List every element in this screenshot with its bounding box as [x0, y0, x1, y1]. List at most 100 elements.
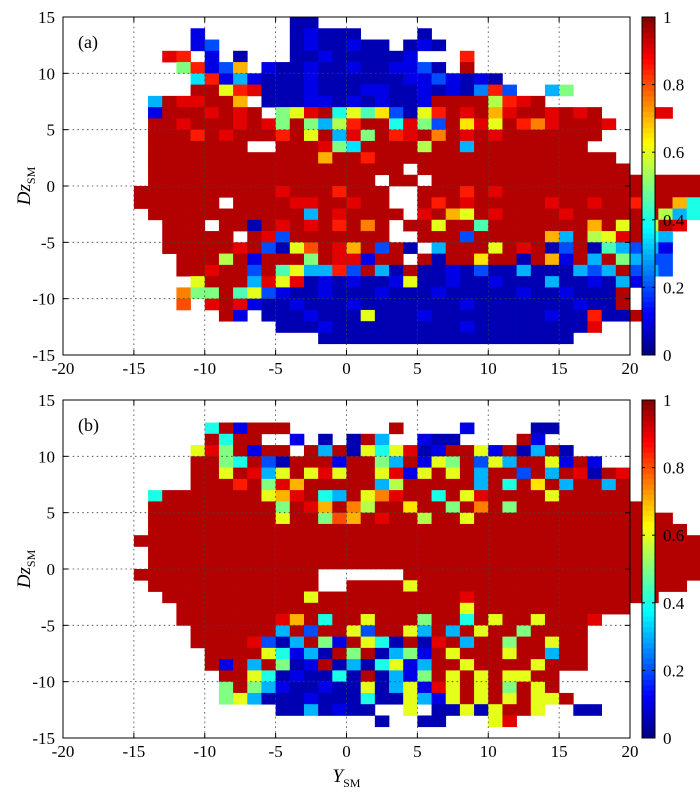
heatmap-cell — [148, 490, 163, 502]
heatmap-cell — [148, 163, 163, 176]
heatmap-cell — [587, 186, 603, 198]
heatmap-cell — [190, 287, 206, 300]
heatmap-cell — [190, 614, 206, 626]
heatmap-cell — [190, 253, 206, 266]
heatmap-cell — [332, 163, 347, 176]
heatmap-cell — [346, 670, 362, 683]
heatmap-cell — [516, 298, 532, 311]
heatmap-cell — [162, 129, 177, 142]
heatmap-cell — [218, 490, 234, 502]
heatmap-cell — [162, 242, 177, 254]
heatmap-cell — [417, 591, 432, 604]
heatmap-cell — [445, 118, 461, 131]
colorbar-segment — [642, 249, 655, 256]
heatmap-cell — [346, 50, 362, 63]
heatmap-cell — [601, 208, 617, 221]
heatmap-cell — [374, 546, 390, 559]
heatmap-cell — [204, 287, 220, 300]
heatmap-cell — [275, 152, 291, 164]
heatmap-cell — [544, 321, 560, 333]
colorbar-segment — [642, 106, 655, 113]
heatmap-cell — [530, 321, 546, 333]
heatmap-cell — [218, 512, 234, 525]
heatmap-cell — [389, 95, 404, 108]
heatmap-cell — [233, 140, 248, 153]
heatmap-cell — [247, 242, 262, 254]
heatmap-cell — [403, 636, 418, 649]
heatmap-cell — [218, 478, 234, 491]
colorbar-segment — [642, 679, 655, 686]
heatmap-cell — [190, 174, 206, 187]
heatmap-cell — [431, 636, 447, 649]
heatmap-cell — [544, 546, 560, 559]
heatmap-cell — [445, 636, 461, 649]
heatmap-cell — [275, 681, 291, 694]
heatmap-cell — [559, 614, 574, 626]
heatmap-cell — [289, 647, 305, 660]
heatmap-cell — [601, 602, 617, 615]
heatmap-cell — [417, 321, 432, 333]
heatmap-cell — [530, 197, 546, 209]
heatmap-cell — [474, 242, 489, 254]
heatmap-cell — [289, 659, 305, 671]
heatmap-cell — [459, 636, 475, 649]
heatmap-cell — [389, 287, 404, 300]
x-tick-label: 0 — [342, 742, 351, 761]
heatmap-cell — [544, 681, 560, 694]
heatmap-cell — [374, 219, 390, 232]
heatmap-cell — [346, 704, 362, 716]
heatmap-cell — [587, 219, 603, 232]
heatmap-cell — [303, 659, 319, 671]
heatmap-cell — [303, 647, 319, 660]
heatmap-cell — [587, 512, 603, 525]
heatmap-cell — [431, 264, 447, 277]
heatmap-cell — [488, 73, 503, 85]
heatmap-cell — [459, 445, 475, 457]
heatmap-cell — [573, 647, 588, 660]
heatmap-cell — [459, 704, 475, 716]
heatmap-cell — [615, 197, 631, 209]
colorbar-frame — [641, 16, 656, 356]
heatmap-cell — [544, 580, 560, 592]
heatmap-cell — [672, 197, 688, 209]
heatmap-cell — [289, 478, 305, 491]
heatmap-cell — [374, 692, 390, 705]
heatmap-cell — [431, 478, 447, 491]
colorbar-segment — [642, 48, 655, 55]
heatmap-cell — [488, 84, 503, 97]
heatmap-cell — [275, 569, 291, 581]
colorbar-segment — [642, 244, 655, 250]
heatmap-cell — [204, 557, 220, 570]
y-tick-label: 5 — [47, 504, 56, 523]
heatmap-cell — [247, 73, 262, 85]
heatmap-cell — [360, 591, 376, 604]
heatmap-cell — [559, 636, 574, 649]
heatmap-cell — [360, 264, 376, 277]
heatmap-cell — [303, 523, 319, 536]
colorbar-segment — [642, 495, 655, 501]
heatmap-cell — [374, 309, 390, 322]
heatmap-cell — [544, 569, 560, 581]
heatmap-cell — [176, 546, 191, 559]
heatmap-cell — [204, 445, 220, 457]
heatmap-cell — [346, 546, 362, 559]
heatmap-cell — [374, 490, 390, 502]
heatmap-cell — [303, 309, 319, 322]
heatmap-cell — [261, 523, 276, 536]
heatmap-cell — [389, 62, 404, 74]
heatmap-cell — [389, 163, 404, 176]
heatmap-cell — [332, 681, 347, 694]
colorbar-segment — [642, 222, 655, 229]
heatmap-cell — [559, 84, 574, 97]
heatmap-cell — [261, 580, 276, 592]
heatmap-cell — [261, 681, 276, 694]
heatmap-cell — [275, 276, 291, 288]
heatmap-cell — [559, 140, 574, 153]
colorbar-segment — [642, 600, 655, 607]
heatmap-cell — [289, 50, 305, 63]
heatmap-cell — [601, 501, 617, 514]
heatmap-cell — [190, 73, 206, 85]
heatmap-cell — [233, 242, 248, 254]
heatmap-cell — [247, 670, 262, 683]
heatmap-cell — [488, 445, 503, 457]
